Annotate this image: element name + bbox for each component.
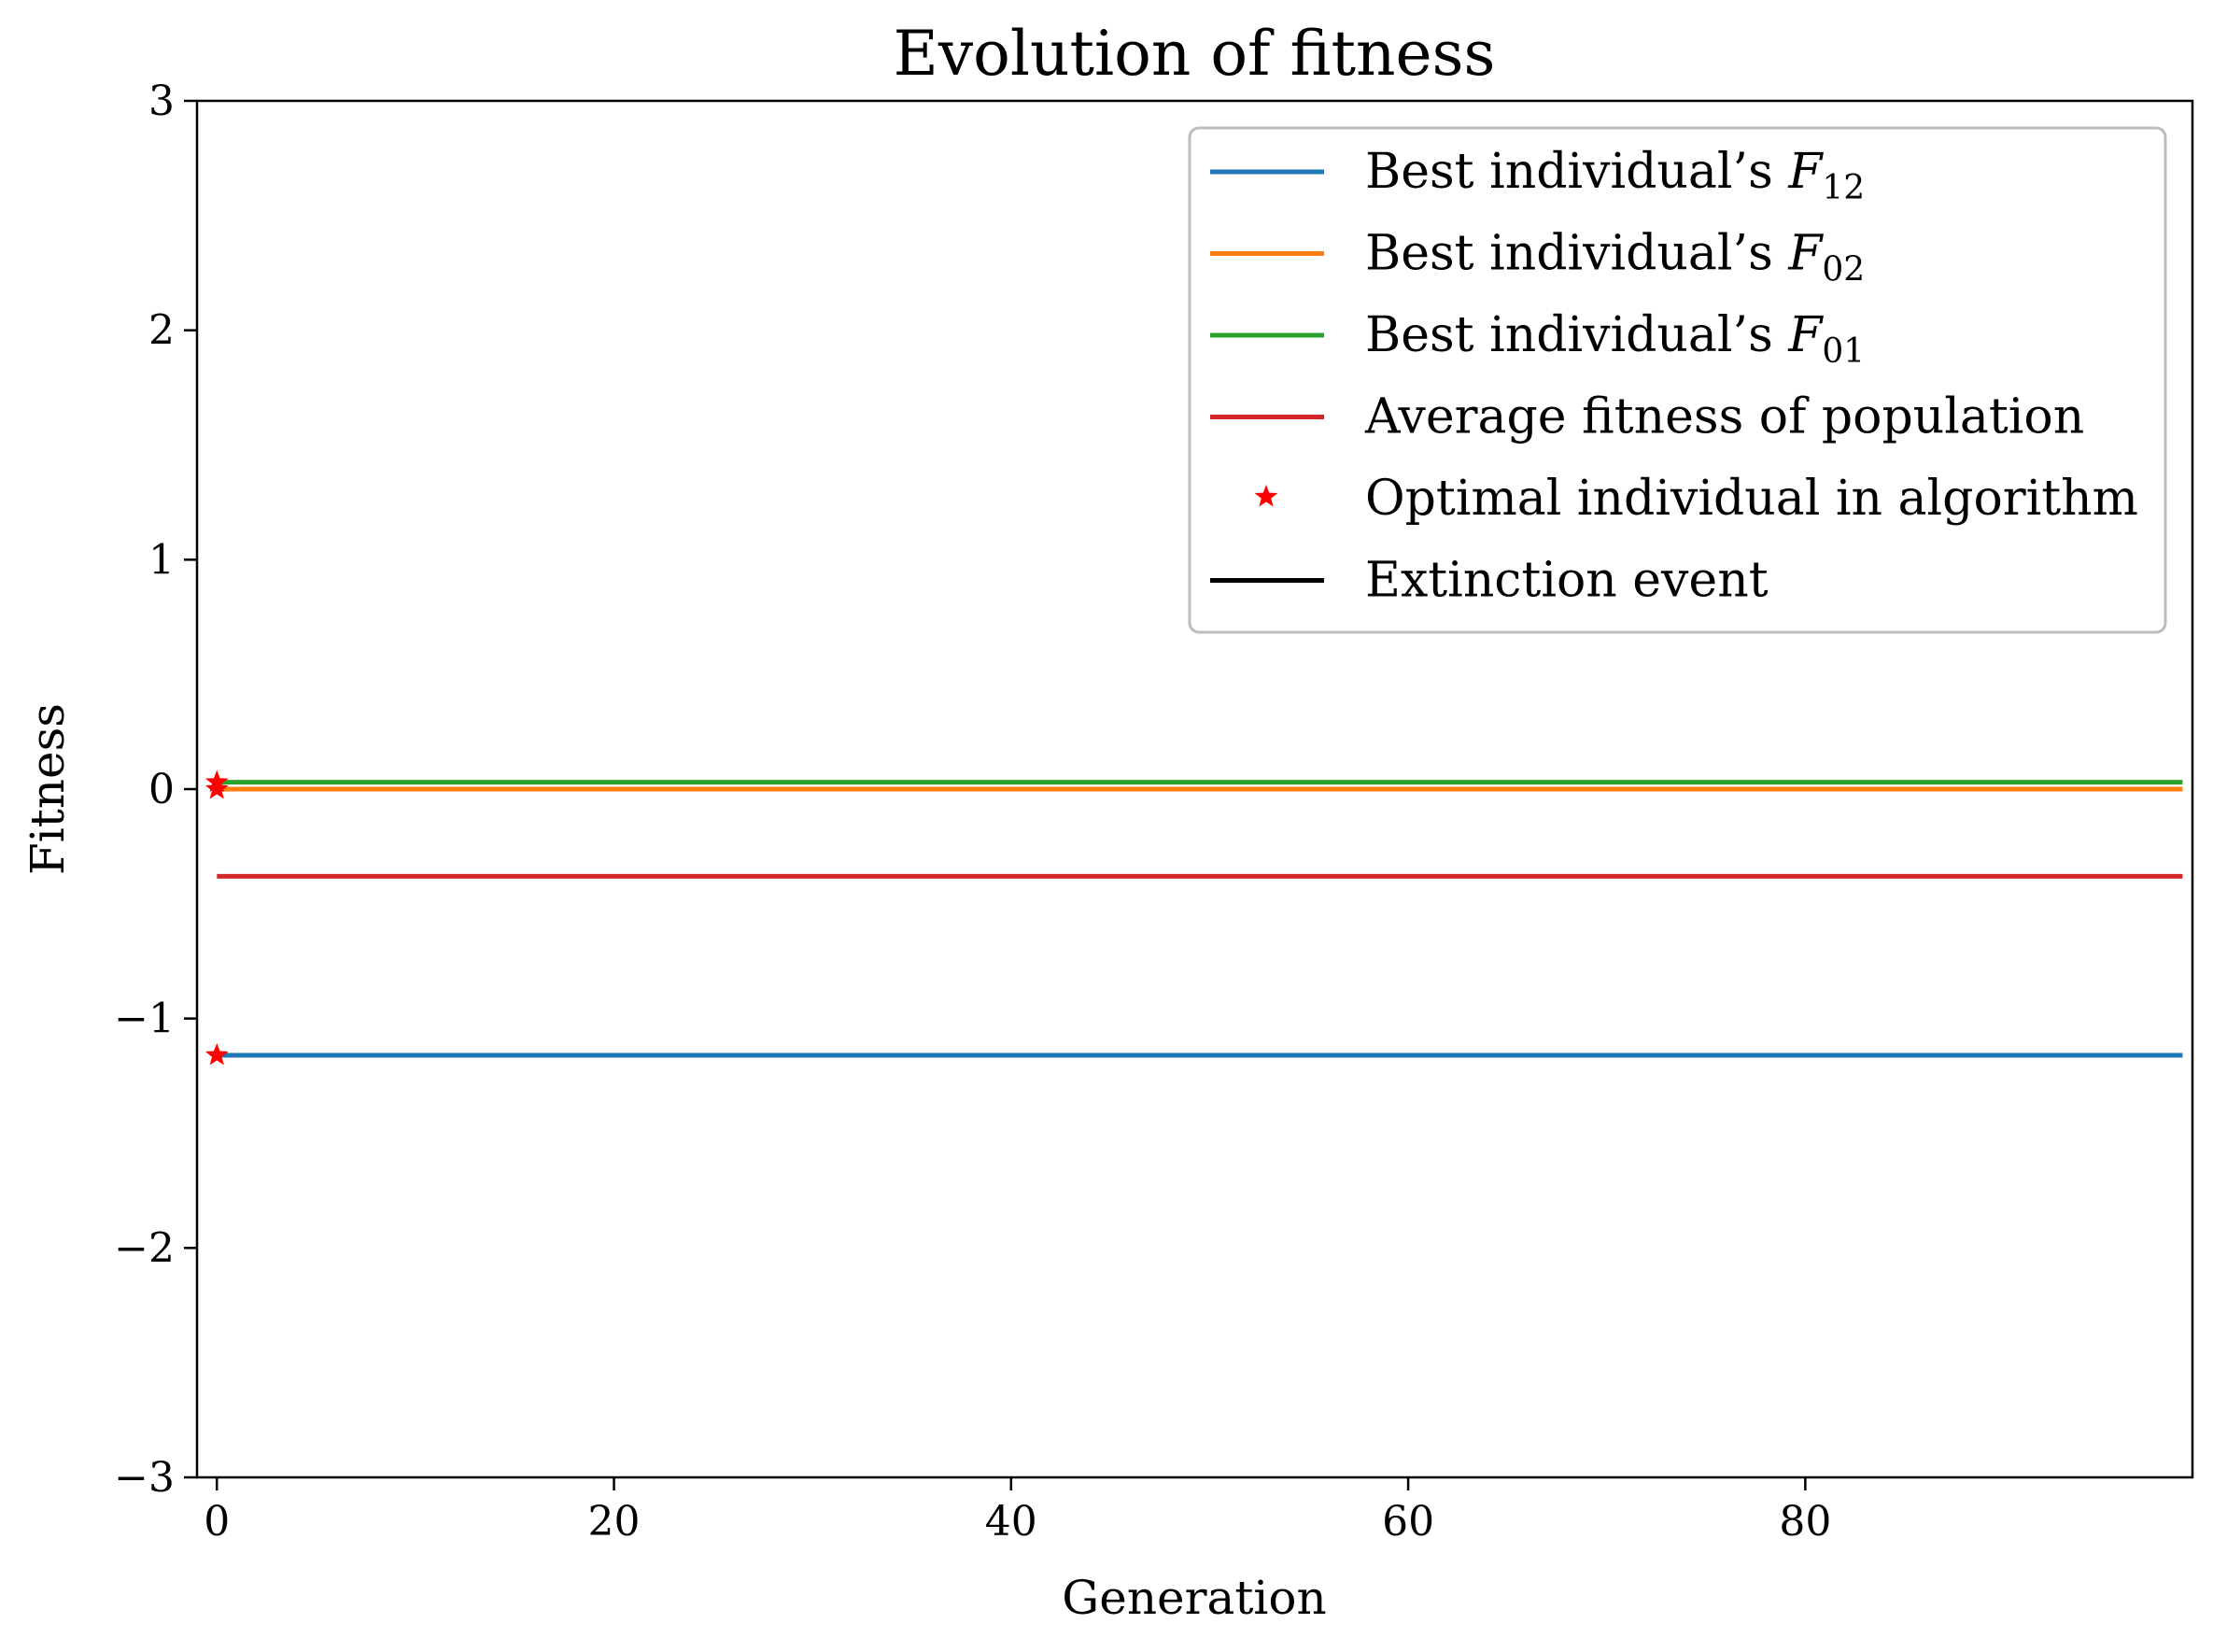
x-axis: 0 20 40 60 80 (204, 1477, 1831, 1546)
series-layer (204, 770, 2183, 1066)
y-axis-label: Fitness (21, 703, 75, 875)
x-tick-label: 60 (1382, 1498, 1434, 1546)
x-axis-label: Generation (1062, 1571, 1326, 1625)
y-tick-label: −3 (114, 1454, 175, 1502)
x-tick-label: 80 (1779, 1498, 1831, 1546)
legend-label-3: Average fitness of population (1364, 389, 2084, 445)
x-tick-label: 20 (588, 1498, 641, 1546)
optimal-point (204, 1043, 229, 1066)
legend-label-4: Optimal individual in algorithm (1365, 471, 2138, 527)
optimal-point (204, 770, 229, 793)
x-tick-label: 0 (204, 1498, 230, 1546)
legend-label-1: Best individual’s F02 (1365, 226, 1865, 289)
legend-marker-4 (1254, 485, 1278, 507)
x-tick-label: 40 (985, 1498, 1037, 1546)
legend-label-5: Extinction event (1365, 553, 1769, 609)
y-tick-label: 1 (148, 536, 175, 584)
y-axis: −3 −2 −1 0 1 2 3 (114, 78, 197, 1502)
y-tick-label: 0 (148, 766, 175, 813)
optimal-point (204, 777, 229, 799)
y-tick-label: −1 (114, 995, 175, 1043)
chart-title: Evolution of fitness (894, 18, 1496, 90)
legend-box (1188, 126, 2167, 634)
legend: Best individual’s F12 Best individual’s F… (1188, 126, 2167, 634)
y-tick-label: 3 (148, 78, 175, 125)
legend-label-0: Best individual’s F12 (1365, 144, 1865, 207)
legend-label-2: Best individual’s F01 (1365, 307, 1865, 371)
y-tick-label: 2 (148, 307, 175, 355)
y-tick-label: −2 (114, 1224, 175, 1272)
